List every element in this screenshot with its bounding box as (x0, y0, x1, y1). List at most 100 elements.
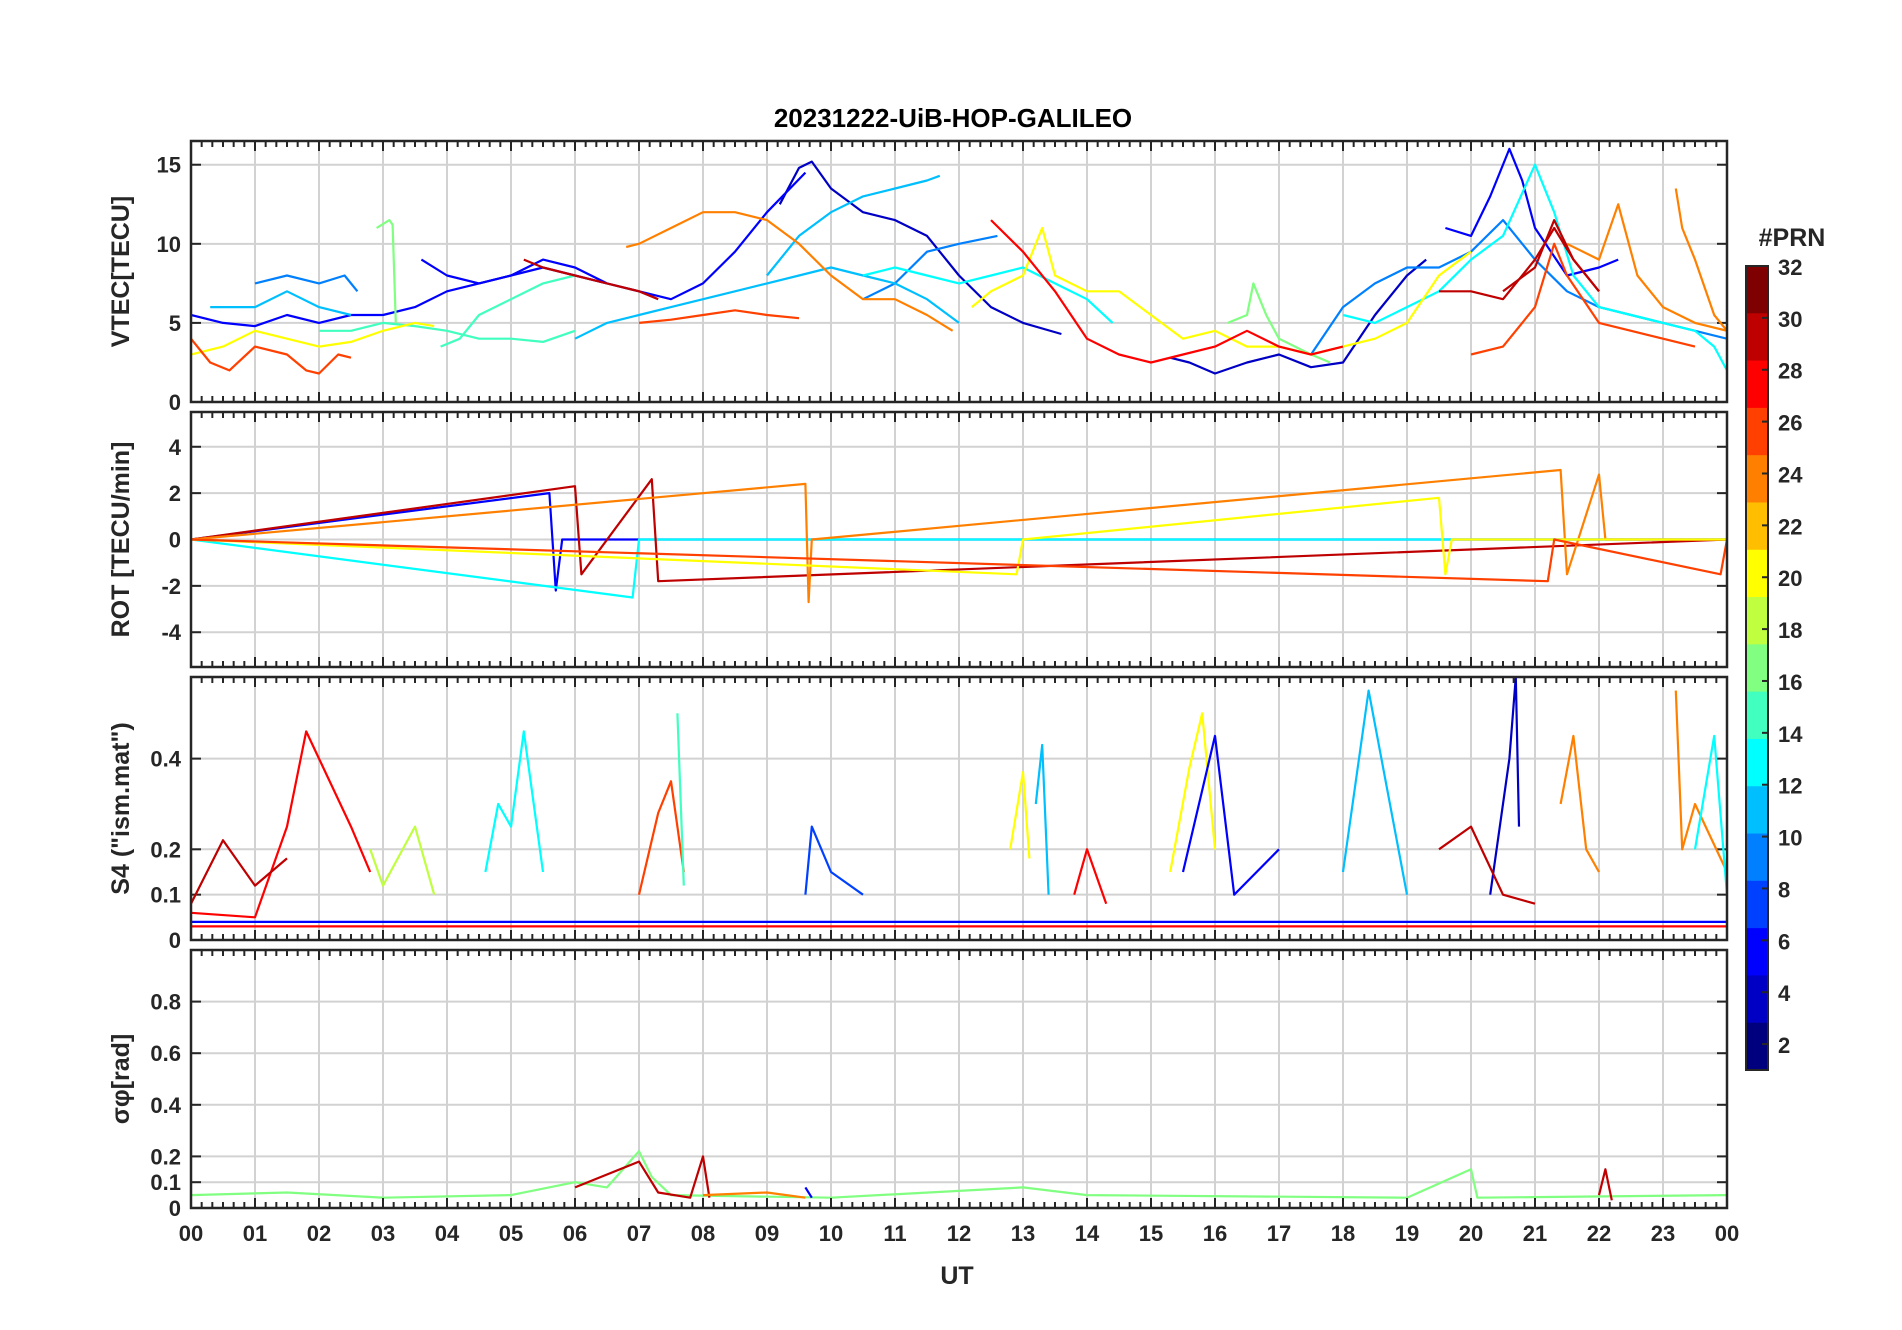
colorbar-tick-label: 32 (1778, 255, 1802, 280)
x-tick-label: 05 (499, 1221, 523, 1246)
series-line-prn-20 (971, 226, 1472, 356)
colorbar-tick-label: 14 (1778, 722, 1803, 747)
x-tick-label: 04 (435, 1221, 460, 1246)
x-tick-label: 16 (1203, 1221, 1227, 1246)
x-tick-label: 06 (563, 1221, 587, 1246)
series-line-prn-28 (191, 730, 372, 919)
colorbar-tick-label: 28 (1778, 359, 1802, 384)
series-group (191, 468, 1727, 604)
series-line-prn-31 (1597, 1168, 1613, 1201)
y-tick-label: 15 (157, 153, 181, 178)
colorbar-swatch (1746, 266, 1768, 314)
series-line-prn-15 (440, 274, 576, 348)
series-line-prn-16 (376, 219, 397, 323)
x-tick-label: 11 (883, 1221, 906, 1246)
series-line-prn-24 (625, 211, 954, 332)
y-tick-label: 0.1 (150, 1170, 181, 1195)
y-tick-label: 0 (169, 390, 181, 415)
x-tick-label: 19 (1395, 1221, 1419, 1246)
series-line-prn-24 (191, 468, 1727, 604)
panel-frame (189, 675, 1729, 942)
colorbar-swatch (1746, 502, 1768, 551)
colorbar-tick-label: 22 (1778, 514, 1802, 539)
x-tick-label: 10 (819, 1221, 843, 1246)
colorbar-tick-label: 18 (1778, 618, 1802, 643)
series-line-prn-25 (1674, 188, 1727, 332)
panel-frame (189, 139, 1729, 404)
colorbar-swatch (1746, 455, 1768, 504)
series-line-prn-31 (523, 258, 659, 301)
y-tick-label: 4 (169, 435, 182, 460)
y-tick-label: 2 (169, 481, 181, 506)
panel-s4: 0 0.1 0.2 0.4 S4 ("ism.mat") (107, 675, 1729, 953)
series-line-prn-20 (1169, 712, 1217, 873)
series-line-prn-29 (1073, 848, 1108, 905)
x-tick-label: 01 (243, 1221, 267, 1246)
x-tick-label: 00 (179, 1221, 203, 1246)
series-line-prn-3 (1489, 677, 1521, 895)
series-line-prn-20 (191, 496, 1727, 576)
y-tick-label: 0.6 (150, 1041, 181, 1066)
series-line-prn-21 (191, 321, 435, 356)
series-line-prn-8 (254, 274, 359, 292)
series-line-prn-27 (637, 780, 685, 895)
y-tick-label: 0 (169, 528, 181, 553)
x-tick-label: 12 (947, 1221, 971, 1246)
x-tick-label: 18 (1331, 1221, 1355, 1246)
series-line-prn-12 (191, 538, 1727, 599)
x-tick-label: 00 (1715, 1221, 1739, 1246)
x-tick-label: 03 (371, 1221, 395, 1246)
series-line-prn-9 (862, 234, 998, 301)
y-tick-label: 0.2 (150, 1144, 181, 1169)
colorbar-tick-label: 24 (1778, 462, 1803, 487)
series-line-prn-20 (1009, 771, 1031, 859)
series-line-prn-31 (1438, 825, 1536, 905)
colorbar-swatch (1746, 597, 1768, 645)
series-line-prn-13 (484, 730, 545, 873)
x-tick-label: 21 (1523, 1221, 1547, 1246)
y-axis-title-s4: S4 ("ism.mat") (107, 722, 135, 894)
y-tick-label: 10 (157, 232, 181, 257)
series-line-prn-29 (990, 219, 1344, 364)
x-tick-label: 14 (1075, 1221, 1100, 1246)
panel-frame (189, 948, 1729, 1210)
y-tick-label: 0.1 (150, 883, 181, 908)
x-tick-label: 15 (1139, 1221, 1163, 1246)
series-line-prn-3 (778, 160, 1062, 336)
series-line-prn-10 (210, 290, 352, 317)
panel-frame (189, 410, 1729, 669)
x-tick-label: 08 (691, 1221, 715, 1246)
y-tick-label: -4 (161, 620, 181, 645)
colorbar-swatch (1746, 975, 1768, 1024)
x-tick-labels: 00 01 02 03 04 05 06 07 08 09 10 11 12 13 14 15 16 17 18 19… (179, 1221, 1739, 1246)
series-group (191, 1150, 1727, 1201)
series-line-prn-4 (804, 1186, 813, 1199)
x-tick-label: 22 (1587, 1221, 1611, 1246)
colorbar-tick-label: 20 (1778, 566, 1802, 591)
series-line-prn-12 (1693, 734, 1727, 895)
series-line-prn-24 (702, 1191, 806, 1199)
colorbar-swatch (1746, 549, 1768, 598)
series-line-prn-3 (1169, 258, 1427, 375)
colorbar-frame (1745, 265, 1769, 1071)
x-tick-label: 23 (1651, 1221, 1675, 1246)
series-line-prn-14 (319, 321, 576, 343)
y-tick-label: 5 (169, 311, 181, 336)
series-line-prn-16 (191, 1150, 1727, 1199)
colorbar-swatch (1746, 880, 1768, 929)
x-tick-label: 20 (1459, 1221, 1483, 1246)
series-line-prn-24 (1559, 734, 1600, 873)
colorbar-tick-label: 26 (1778, 411, 1802, 436)
colorbar-tick-label: 16 (1778, 670, 1802, 695)
x-tick-label: 07 (627, 1221, 651, 1246)
colorbar-swatch (1746, 407, 1768, 456)
x-tick-label: 09 (755, 1221, 779, 1246)
series-line-prn-19 (369, 825, 436, 895)
series-line-prn-11 (574, 266, 960, 340)
colorbar-swatch (1746, 313, 1768, 362)
series-line-prn-27 (191, 538, 1727, 583)
colorbar-swatch (1746, 360, 1768, 409)
x-tick-label: 02 (307, 1221, 331, 1246)
